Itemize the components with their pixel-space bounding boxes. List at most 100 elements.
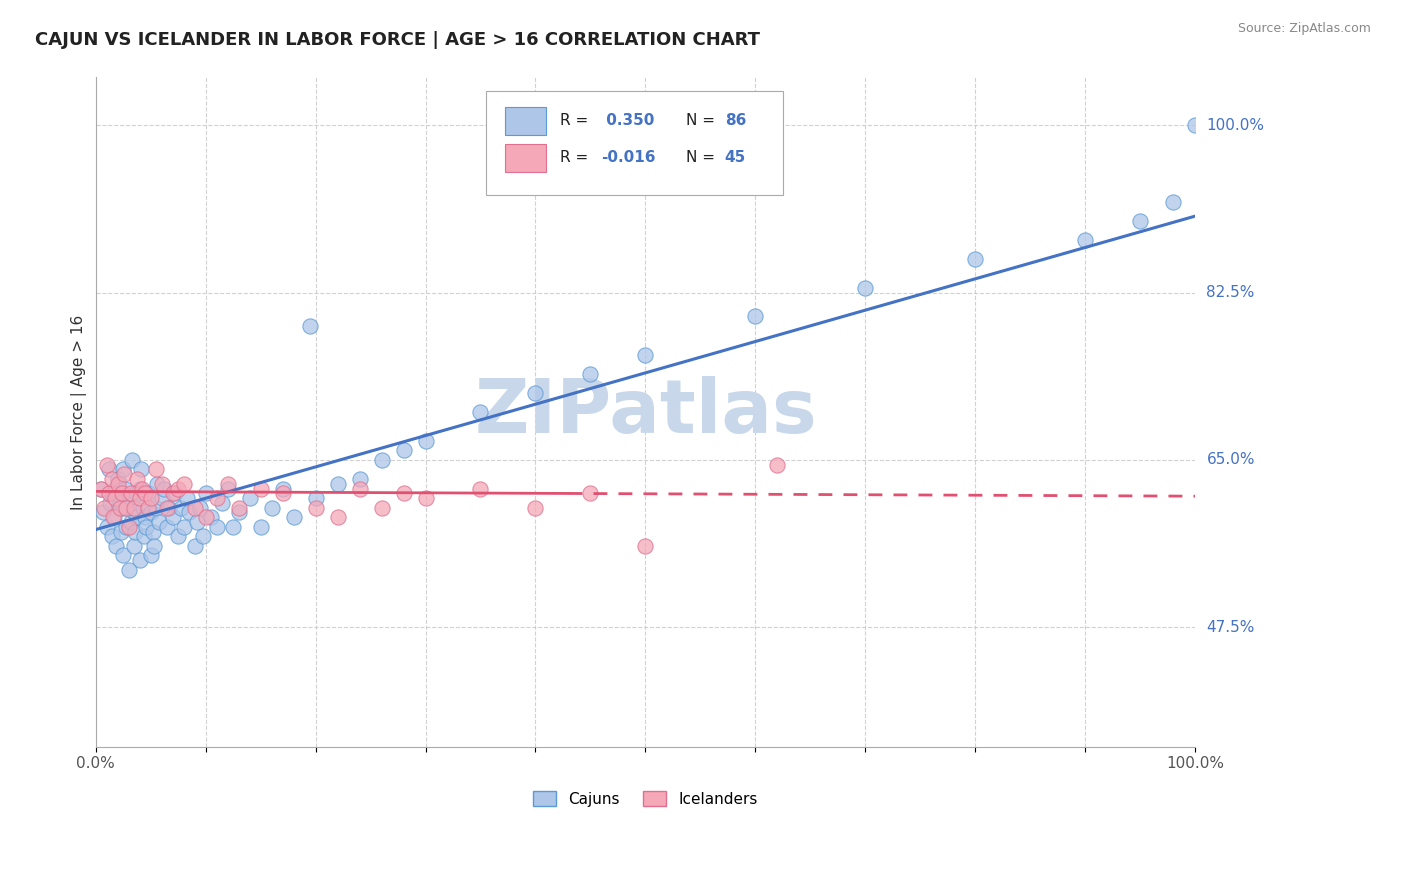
Point — [167, 482, 190, 496]
Point — [228, 505, 250, 519]
Point — [131, 482, 153, 496]
Text: N =: N = — [686, 113, 720, 128]
Point — [470, 405, 492, 419]
Point — [91, 505, 114, 519]
Legend: Cajuns, Icelanders: Cajuns, Icelanders — [527, 784, 763, 813]
Point — [114, 482, 136, 496]
Point — [97, 462, 120, 476]
Point — [111, 486, 134, 500]
Point — [104, 482, 127, 496]
Point — [173, 476, 195, 491]
Point — [104, 491, 127, 505]
Point — [470, 482, 492, 496]
Point — [127, 510, 149, 524]
Point — [132, 500, 155, 515]
Point — [370, 453, 392, 467]
Y-axis label: In Labor Force | Age > 16: In Labor Force | Age > 16 — [72, 314, 87, 509]
Point — [117, 520, 139, 534]
Point — [176, 491, 198, 505]
Point — [122, 505, 145, 519]
Point — [211, 496, 233, 510]
Point — [152, 482, 174, 496]
Text: 65.0%: 65.0% — [1206, 452, 1256, 467]
Point — [138, 500, 160, 515]
Point — [170, 500, 193, 515]
Point — [188, 500, 211, 515]
Point — [194, 510, 217, 524]
Point — [524, 385, 547, 400]
Text: R =: R = — [560, 113, 593, 128]
Point — [217, 482, 239, 496]
Point — [766, 458, 789, 472]
Point — [93, 500, 115, 515]
Point — [134, 510, 156, 524]
Text: 86: 86 — [724, 113, 747, 128]
Point — [127, 472, 149, 486]
Point — [97, 486, 120, 500]
Point — [129, 462, 152, 476]
Text: Source: ZipAtlas.com: Source: ZipAtlas.com — [1237, 22, 1371, 36]
Point — [122, 500, 145, 515]
Point — [1129, 214, 1152, 228]
Point — [228, 500, 250, 515]
Point — [120, 486, 142, 500]
Point — [283, 510, 305, 524]
Point — [128, 482, 150, 496]
Point — [162, 486, 184, 500]
FancyBboxPatch shape — [486, 91, 783, 194]
Point — [156, 500, 179, 515]
Point — [142, 539, 165, 553]
FancyBboxPatch shape — [505, 107, 547, 135]
Point — [205, 491, 228, 505]
Point — [370, 500, 392, 515]
Point — [120, 515, 142, 529]
Point — [112, 462, 135, 476]
Point — [117, 563, 139, 577]
Point — [145, 500, 167, 515]
Point — [392, 486, 415, 500]
Point — [183, 500, 205, 515]
Point — [200, 510, 222, 524]
Point — [134, 486, 156, 500]
Point — [107, 476, 129, 491]
Point — [349, 472, 371, 486]
Point — [183, 539, 205, 553]
Point — [101, 510, 124, 524]
Point — [193, 529, 215, 543]
Point — [98, 496, 121, 510]
Point — [139, 549, 162, 563]
Point — [238, 491, 260, 505]
Point — [524, 500, 547, 515]
Point — [965, 252, 987, 266]
Point — [855, 281, 877, 295]
Point — [108, 500, 131, 515]
Text: ZIPatlas: ZIPatlas — [474, 376, 817, 449]
Point — [634, 348, 657, 362]
Point — [1074, 233, 1097, 247]
Point — [145, 462, 167, 476]
Text: R =: R = — [560, 150, 593, 165]
Point — [326, 476, 349, 491]
Text: CAJUN VS ICELANDER IN LABOR FORCE | AGE > 16 CORRELATION CHART: CAJUN VS ICELANDER IN LABOR FORCE | AGE … — [35, 31, 761, 49]
Point — [107, 472, 129, 486]
Point — [162, 510, 184, 524]
Point — [135, 520, 157, 534]
Point — [112, 500, 135, 515]
Text: N =: N = — [686, 150, 720, 165]
Point — [194, 486, 217, 500]
Point — [90, 482, 112, 496]
Point — [579, 486, 602, 500]
Point — [108, 496, 131, 510]
Text: -0.016: -0.016 — [602, 150, 657, 165]
Point — [299, 318, 322, 333]
Point — [105, 539, 128, 553]
Point — [326, 510, 349, 524]
Point — [177, 505, 200, 519]
Point — [122, 539, 145, 553]
Point — [142, 524, 165, 539]
Point — [271, 482, 294, 496]
Point — [150, 476, 173, 491]
Point — [1163, 194, 1185, 209]
Point — [249, 520, 271, 534]
Text: 45: 45 — [724, 150, 747, 165]
